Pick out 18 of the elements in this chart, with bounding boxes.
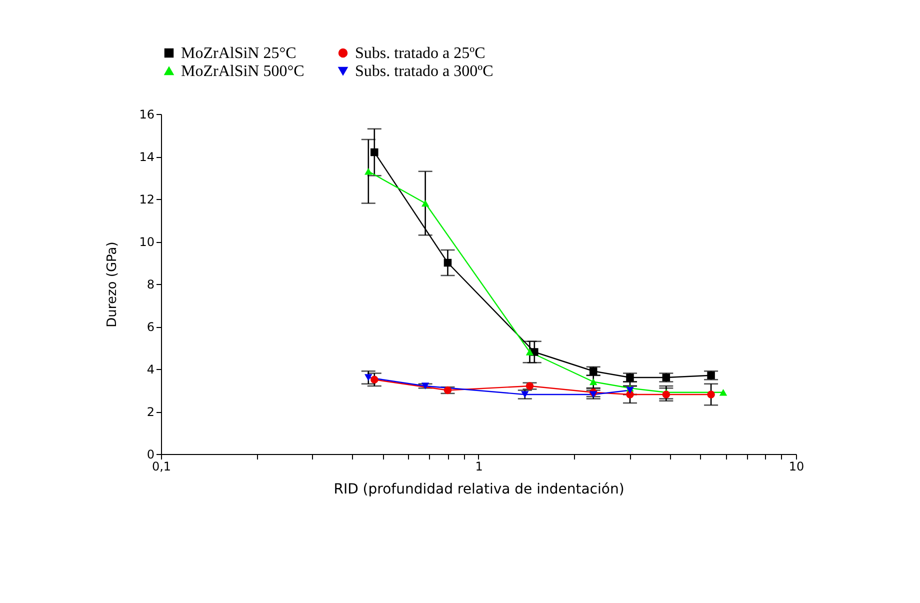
y-tick-label: 8 [146,278,154,292]
y-axis-title: Durezo (GPa) [105,242,120,328]
x-axis-title: RID (profundidad relativa de indentación) [334,482,624,498]
legend-label: MoZrAlSiN 25°C [181,45,296,62]
x-tick-label: 0,1 [152,460,172,474]
y-tick-label: 6 [146,320,154,334]
y-tick-label: 4 [146,362,154,376]
y-tick-label: 14 [139,150,154,164]
y-tick-label: 12 [139,192,154,206]
y-tick-label: 10 [139,235,154,249]
y-tick-label: 0 [146,448,154,462]
x-tick-label: 10 [788,460,804,474]
y-tick-label: 16 [139,108,154,122]
legend-label: Subs. tratado a 300ºC [355,63,494,80]
x-tick-label: 1 [475,460,483,474]
legend-label: MoZrAlSiN 500°C [181,63,304,80]
legend-label: Subs. tratado a 25ºC [355,45,486,62]
y-tick-label: 2 [146,405,154,419]
